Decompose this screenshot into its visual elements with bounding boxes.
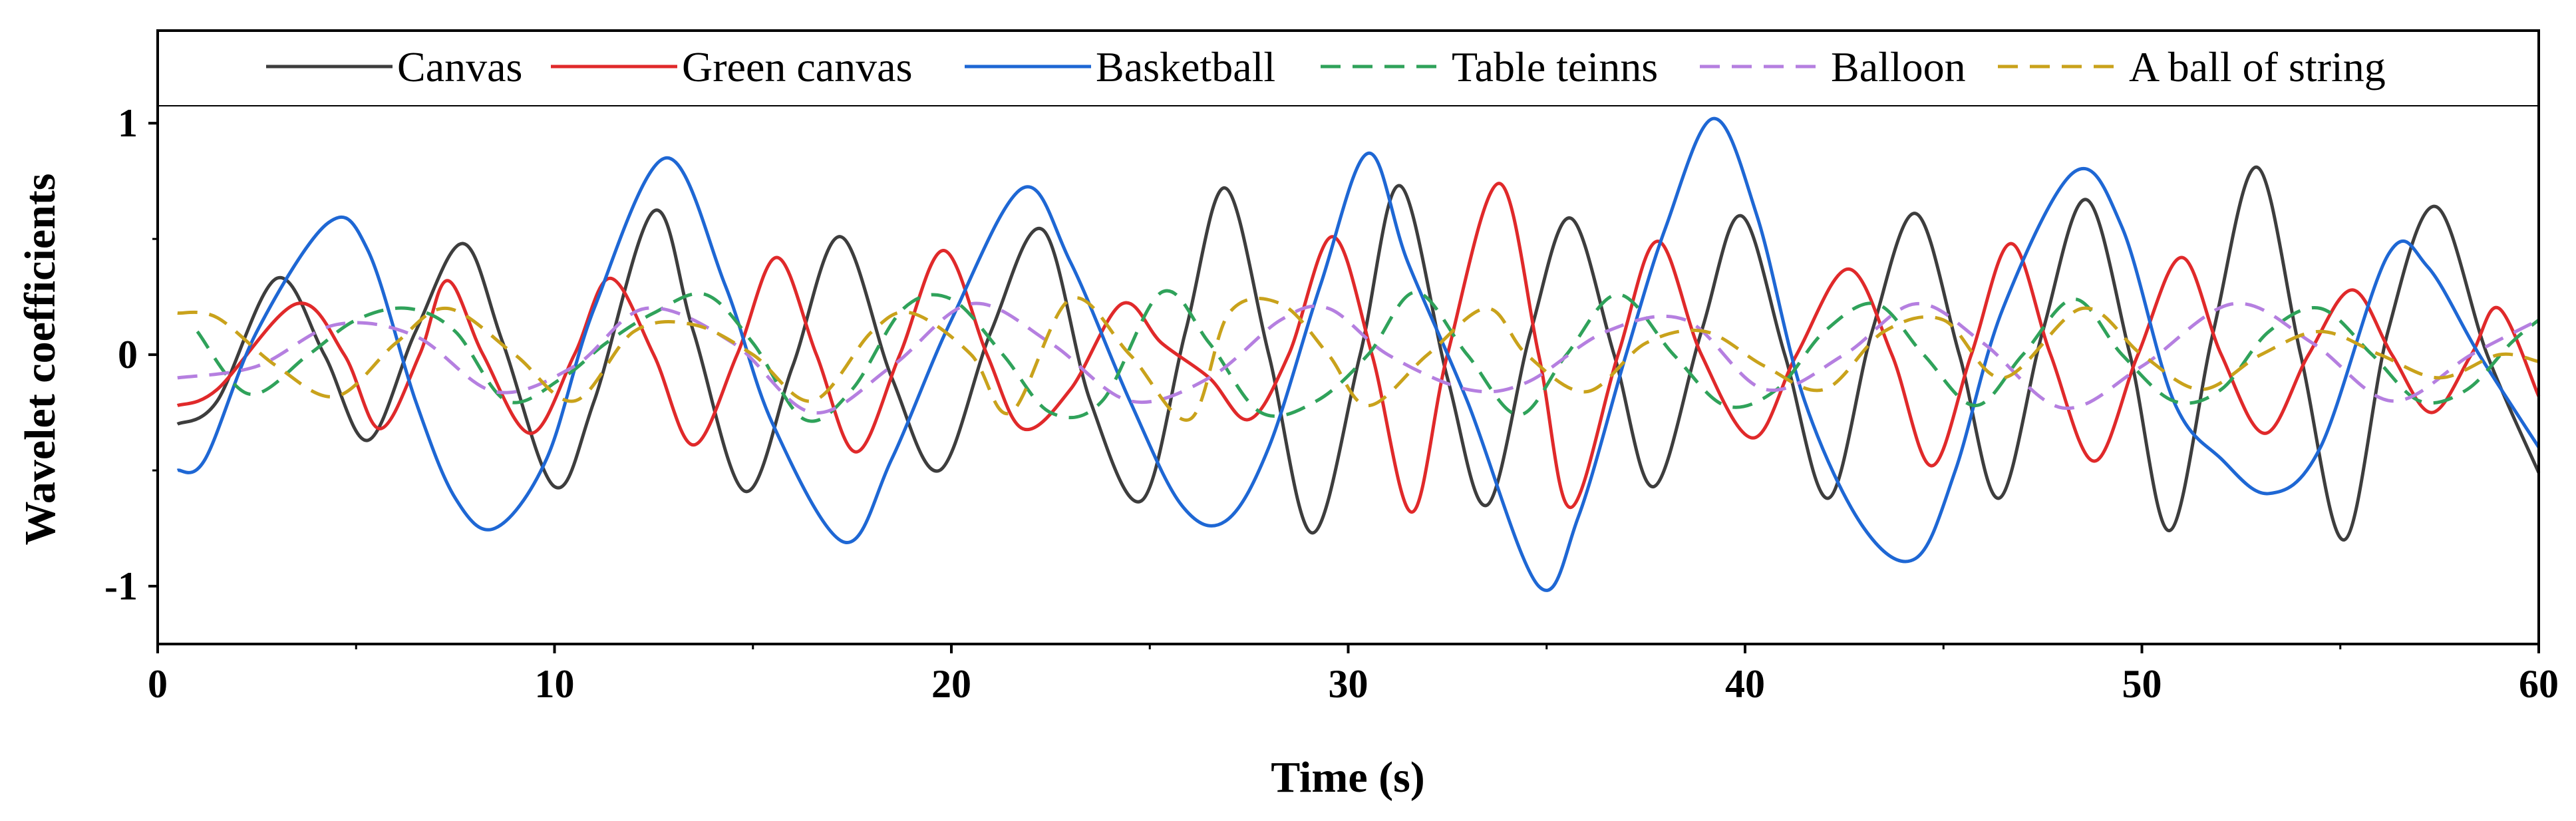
legend-label-canvas: Canvas — [397, 43, 522, 90]
legend-label-green-canvas: Green canvas — [682, 43, 912, 90]
axis-layer: 0 10 20 30 40 50 60 -1 0 1 — [104, 101, 2559, 706]
series-layer — [176, 116, 2541, 592]
series-line-green-canvas — [176, 182, 2541, 514]
x-tick-label: 0 — [148, 662, 168, 706]
y-tick-label: -1 — [104, 564, 138, 608]
x-axis-title: Time (s) — [1271, 753, 1425, 802]
series-line-basketball — [176, 116, 2541, 592]
legend: Canvas Green canvas Basketball Table teinns… — [266, 43, 2386, 90]
series-line-a-ball-of-string — [177, 296, 2539, 422]
series-line-canvas — [176, 165, 2541, 542]
series-line-balloon — [177, 301, 2540, 415]
x-tick-label: 10 — [535, 662, 575, 706]
legend-label-table-teinns: Table teinns — [1452, 43, 1658, 90]
x-tick-label: 30 — [1329, 662, 1368, 706]
legend-label-balloon: Balloon — [1831, 43, 1966, 90]
x-tick-label: 20 — [931, 662, 971, 706]
legend-label-basketball: Basketball — [1096, 43, 1275, 90]
x-tick-label: 40 — [1725, 662, 1765, 706]
y-axis-title: Wavelet coefficients — [16, 174, 65, 546]
series-line-table-teinns — [196, 289, 2540, 423]
y-tick-label: 0 — [118, 333, 138, 377]
plot-area-frame — [156, 29, 2540, 645]
y-tick-label: 1 — [118, 101, 138, 145]
x-tick-label: 50 — [2122, 662, 2162, 706]
x-tick-label: 60 — [2519, 662, 2559, 706]
legend-label-a-ball-of-string: A ball of string — [2129, 43, 2386, 90]
